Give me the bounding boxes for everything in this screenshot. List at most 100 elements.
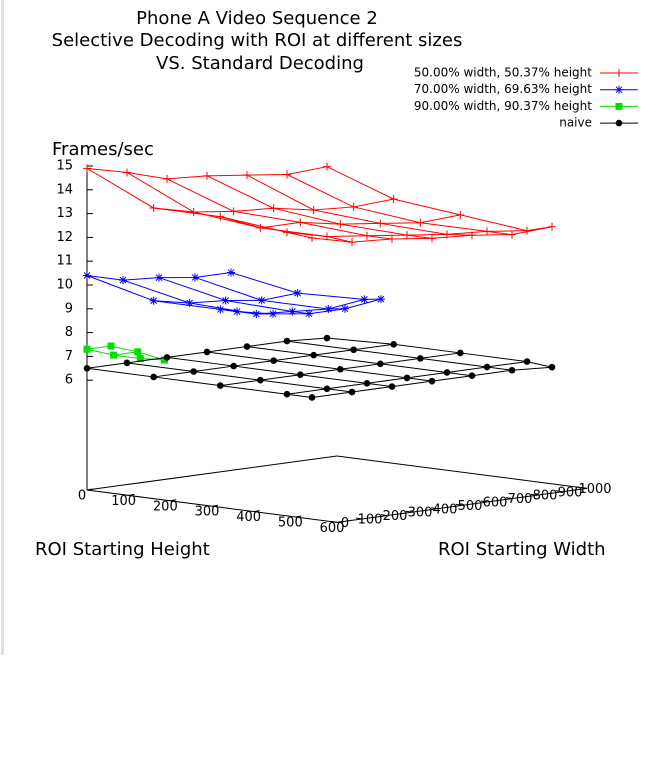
marker: [456, 210, 465, 219]
wire-row: [113, 351, 138, 356]
x-tick-label: 0: [78, 489, 86, 504]
chart-title: Phone A Video Sequence 2: [136, 8, 378, 29]
y-tick: [455, 503, 463, 506]
marker: [377, 295, 385, 304]
y-tick-label: 700: [508, 492, 533, 507]
y-tick: [430, 507, 438, 510]
marker: [216, 212, 225, 221]
marker: [310, 351, 317, 359]
x-tick: [253, 510, 260, 513]
marker: [363, 380, 371, 387]
marker: [243, 343, 251, 350]
marker: [349, 202, 358, 211]
marker: [308, 234, 316, 242]
marker: [376, 219, 385, 228]
marker: [230, 362, 237, 370]
marker: [508, 366, 516, 374]
marker: [203, 348, 211, 356]
z-tick-label: 9: [65, 301, 73, 316]
marker: [233, 307, 241, 316]
marker: [337, 365, 344, 373]
x-tick: [170, 499, 177, 502]
y-tick-label: 600: [483, 496, 508, 511]
y-tick: [380, 514, 388, 517]
z-tick-label: 7: [65, 349, 73, 364]
marker: [523, 226, 531, 235]
z-tick-label: 10: [56, 278, 73, 293]
y-tick-label: 200: [383, 509, 408, 524]
marker: [83, 345, 91, 353]
y-tick: [580, 486, 588, 489]
wire-column: [194, 276, 346, 310]
marker: [155, 273, 163, 282]
y-axis-label: ROI Starting Width: [438, 539, 606, 560]
marker: [390, 341, 397, 348]
marker: [443, 230, 451, 239]
y-tick: [355, 517, 363, 520]
marker: [324, 305, 333, 314]
marker: [308, 394, 316, 401]
marker: [123, 359, 131, 367]
marker: [149, 296, 158, 305]
marker: [283, 170, 291, 179]
marker: [190, 368, 197, 375]
marker: [615, 119, 623, 127]
x-tick: [86, 488, 94, 491]
z-tick-label: 11: [56, 254, 73, 269]
marker: [360, 295, 369, 304]
marker: [229, 207, 238, 216]
marker: [508, 230, 516, 239]
marker: [428, 234, 436, 243]
y-tick: [330, 520, 338, 523]
z-tick-label: 13: [56, 206, 73, 221]
marker: [221, 296, 230, 305]
marker: [341, 304, 349, 313]
y-tick: [555, 490, 563, 493]
wire-column: [230, 272, 382, 300]
base-edge: [336, 487, 588, 523]
wire-column: [326, 166, 553, 232]
marker: [388, 383, 396, 390]
wire-column: [206, 175, 433, 239]
marker: [350, 346, 357, 354]
marker: [163, 174, 171, 183]
marker: [257, 376, 264, 384]
marker: [468, 372, 476, 380]
marker: [83, 365, 91, 372]
y-tick: [405, 510, 413, 513]
z-tick-label: 8: [65, 325, 73, 340]
marker: [256, 223, 265, 232]
marker: [377, 360, 384, 368]
marker: [615, 69, 623, 77]
marker: [252, 310, 261, 319]
marker: [216, 305, 225, 314]
z-axis-label: Frames/sec: [52, 139, 154, 160]
y-tick-label: 100: [358, 513, 383, 528]
marker: [389, 195, 398, 204]
legend-label: 70.00% width, 69.63% height: [414, 82, 592, 96]
marker: [283, 228, 291, 237]
marker: [428, 377, 436, 385]
x-tick: [336, 520, 344, 523]
marker: [323, 385, 331, 393]
wire-column: [286, 174, 513, 236]
y-tick: [530, 493, 538, 496]
z-tick-label: 6: [65, 373, 73, 388]
marker: [83, 164, 91, 173]
z-tick-label: 15: [56, 159, 73, 174]
marker: [323, 162, 331, 171]
marker: [548, 222, 556, 231]
x-tick-label: 400: [236, 510, 261, 525]
marker: [296, 218, 305, 227]
marker: [297, 371, 304, 379]
marker: [189, 208, 198, 217]
marker: [615, 102, 623, 110]
marker: [163, 354, 171, 361]
base-edge: [336, 455, 588, 489]
marker: [348, 238, 356, 247]
marker: [483, 363, 491, 371]
x-tick-label: 100: [111, 494, 136, 509]
marker: [160, 356, 168, 364]
marker: [283, 390, 291, 398]
